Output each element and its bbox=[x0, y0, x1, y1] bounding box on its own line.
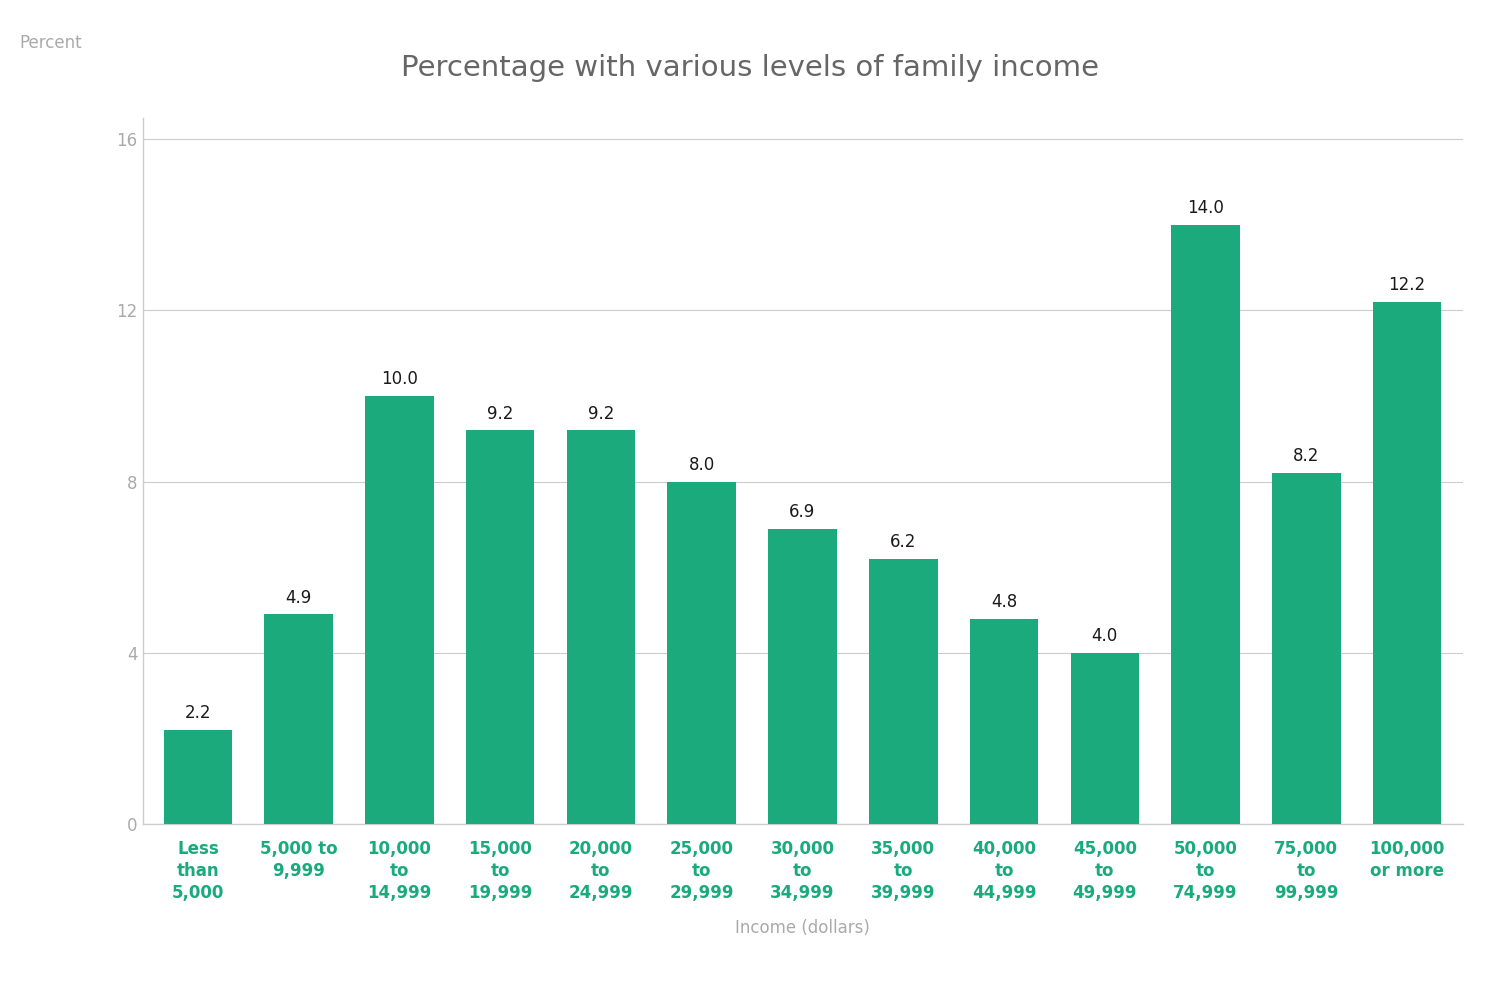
Text: Percentage with various levels of family income: Percentage with various levels of family… bbox=[400, 54, 1100, 82]
Bar bbox=[364, 396, 434, 824]
Text: 4.9: 4.9 bbox=[285, 589, 312, 606]
Bar bbox=[567, 431, 634, 824]
Text: 9.2: 9.2 bbox=[588, 404, 613, 423]
Bar bbox=[668, 482, 736, 824]
Text: Percent: Percent bbox=[20, 34, 82, 52]
Bar bbox=[1272, 473, 1341, 824]
X-axis label: Income (dollars): Income (dollars) bbox=[735, 919, 870, 937]
Text: 10.0: 10.0 bbox=[381, 370, 419, 388]
Bar bbox=[970, 619, 1038, 824]
Bar bbox=[1071, 652, 1138, 824]
Bar bbox=[768, 529, 837, 824]
Text: 4.0: 4.0 bbox=[1092, 627, 1118, 645]
Text: 4.8: 4.8 bbox=[992, 593, 1017, 611]
Text: 8.0: 8.0 bbox=[688, 456, 715, 474]
Text: 12.2: 12.2 bbox=[1389, 276, 1425, 294]
Text: 14.0: 14.0 bbox=[1186, 199, 1224, 217]
Text: 6.2: 6.2 bbox=[890, 533, 916, 551]
Bar bbox=[1172, 225, 1240, 824]
Bar bbox=[264, 614, 333, 824]
Text: 6.9: 6.9 bbox=[789, 503, 816, 521]
Bar bbox=[868, 558, 938, 824]
Text: 2.2: 2.2 bbox=[184, 704, 211, 722]
Text: 8.2: 8.2 bbox=[1293, 447, 1320, 465]
Text: 9.2: 9.2 bbox=[488, 404, 513, 423]
Bar bbox=[164, 730, 232, 824]
Bar bbox=[466, 431, 534, 824]
Bar bbox=[1372, 302, 1442, 824]
